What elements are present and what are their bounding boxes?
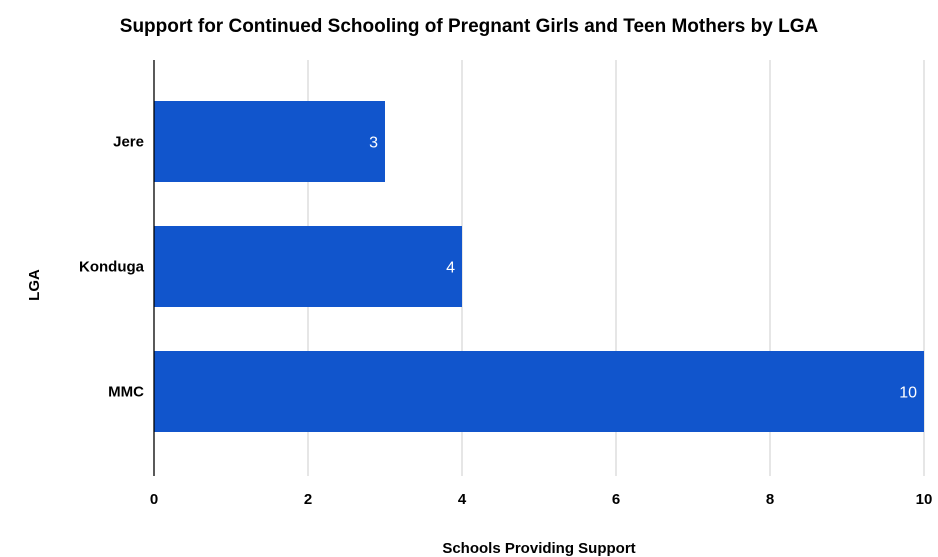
data-label: 3 [369, 135, 378, 152]
x-tick-label: 10 [916, 491, 933, 508]
bar-konduga [154, 226, 462, 307]
x-tick-label: 0 [150, 491, 158, 508]
x-axis-tick-labels: 0 2 4 6 8 10 [150, 491, 933, 508]
y-axis-title: LGA [26, 269, 43, 301]
bars [154, 101, 924, 432]
data-labels: 3 4 10 [369, 135, 917, 402]
x-tick-label: 2 [304, 491, 312, 508]
x-tick-label: 8 [766, 491, 774, 508]
data-label: 4 [446, 260, 455, 277]
y-axis-tick-labels: Jere Konduga MMC [79, 134, 145, 401]
y-tick-label: MMC [108, 384, 144, 401]
bar-mmc [154, 351, 924, 432]
bar-jere [154, 101, 385, 182]
x-tick-label: 6 [612, 491, 620, 508]
y-tick-label: Jere [113, 134, 144, 151]
chart-title: Support for Continued Schooling of Pregn… [120, 16, 819, 37]
y-tick-label: Konduga [79, 259, 145, 276]
x-tick-label: 4 [458, 491, 467, 508]
data-label: 10 [899, 385, 917, 402]
x-axis-title: Schools Providing Support [442, 540, 635, 557]
